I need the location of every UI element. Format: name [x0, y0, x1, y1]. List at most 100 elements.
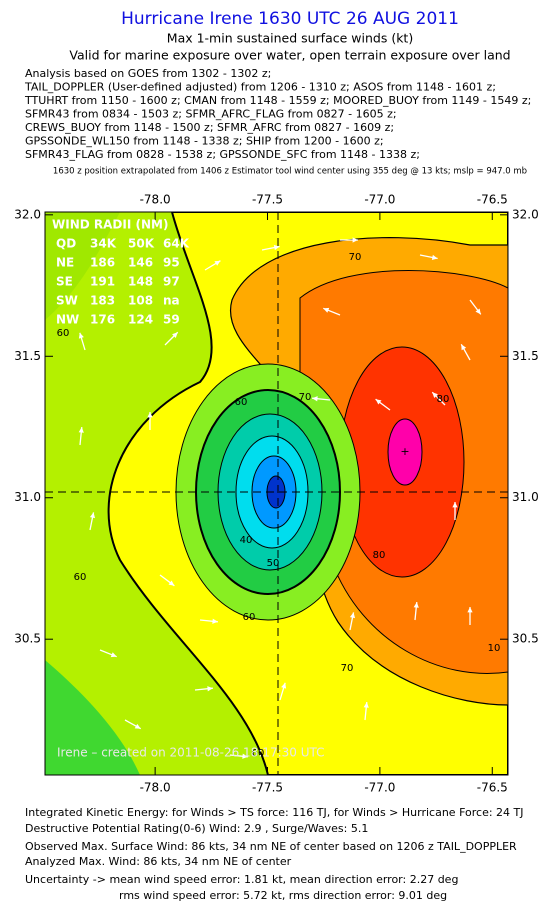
wind-radii-cell: 95: [163, 256, 180, 270]
wind-radii-cell: 97: [163, 275, 180, 289]
y-tick-label: 30.5: [512, 632, 539, 646]
wind-radii-title: WIND RADII (NM): [52, 218, 168, 232]
x-tick-label: -78.0: [140, 781, 171, 795]
center-mark: +: [400, 445, 409, 458]
wind-arrow-head: [242, 753, 248, 759]
wind-radii-cell: 59: [163, 313, 180, 327]
fill-region: [387, 418, 423, 486]
wind-radii-cell: 108: [128, 294, 153, 308]
wind-radii-cell: 186: [90, 256, 115, 270]
wind-arrow-head: [214, 260, 221, 266]
wind-arrow-head: [273, 244, 280, 251]
wind-radii-cell: 146: [128, 256, 153, 270]
wind-arrow-head: [375, 399, 382, 405]
wind-arrow-head: [134, 723, 141, 729]
wind-radii-cell: 183: [90, 294, 115, 308]
wind-radii-cell: 50K: [128, 237, 155, 251]
title: Hurricane Irene 1630 UTC 26 AUG 2011: [121, 9, 459, 29]
source-line: GPSSONDE_WL150 from 1148 - 1338 z; SHIP …: [25, 135, 384, 148]
wind-radii-cell: na: [163, 294, 180, 308]
wind-radii-cell: SW: [56, 294, 78, 308]
wind-arrow-head: [168, 580, 175, 586]
wind-arrow-head: [147, 412, 153, 418]
wind-arrow-head: [89, 512, 96, 519]
source-line: Analysis based on GOES from 1302 - 1302 …: [25, 67, 271, 80]
footer-line: Destructive Potential Rating(0-6) Wind: …: [25, 822, 368, 835]
wind-arrow-head: [78, 427, 84, 433]
contour-label: 60: [57, 328, 70, 339]
contour-label: 10: [488, 643, 501, 654]
x-tick-label: -78.0: [140, 193, 171, 207]
wind-radii-cell: 176: [90, 313, 115, 327]
fill-region: [45, 212, 120, 320]
wind-arrow-head: [349, 612, 356, 619]
x-tick-label: -77.0: [364, 781, 395, 795]
source-line: SFMR43_FLAG from 0828 - 1538 z; GPSSONDE…: [25, 148, 420, 161]
contour-label: 40: [240, 535, 253, 546]
wind-arrow-head: [207, 686, 213, 692]
contour-label: 50: [267, 558, 280, 569]
wind-arrow-head: [432, 392, 438, 398]
wind-arrow-head: [461, 344, 467, 351]
wind-radii-cell: 124: [128, 313, 153, 327]
x-tick-label: -76.5: [477, 781, 508, 795]
contour-label: 80: [437, 394, 450, 405]
y-tick-label: 32.0: [14, 207, 41, 221]
wind-arrow-head: [413, 602, 419, 608]
contour-label: 70: [299, 392, 312, 403]
wind-radii-cell: 34K: [90, 237, 117, 251]
wind-radii-cell: SE: [56, 275, 73, 289]
wind-radii-cell: NW: [56, 313, 79, 327]
wind-radii-cell: 148: [128, 275, 153, 289]
watermark: Irene – created on 2011-08-26 18:17:30 U…: [57, 746, 325, 760]
y-tick-label: 31.0: [14, 490, 41, 504]
wind-arrow-head: [110, 652, 117, 658]
wind-arrow-head: [78, 332, 84, 339]
footer-line: Analyzed Max. Wind: 86 kts, 34 nm NE of …: [25, 855, 292, 868]
validity: Valid for marine exposure over water, op…: [69, 48, 510, 63]
wind-arrow-head: [475, 308, 481, 315]
source-line: SFMR43 from 0834 - 1503 z; SFMR_AFRC_FLA…: [25, 108, 397, 121]
y-tick-label: 32.0: [512, 207, 539, 221]
wind-arrows: [78, 237, 482, 759]
y-tick-label: 31.5: [14, 349, 41, 363]
subtitle: Max 1-min sustained surface winds (kt): [167, 31, 413, 46]
contour-label: 70: [349, 252, 362, 263]
wind-arrow-head: [352, 237, 358, 243]
footer-line: rms wind speed error: 5.72 kt, rms direc…: [119, 889, 447, 902]
footer-line: Integrated Kinetic Energy: for Winds > T…: [25, 806, 524, 819]
x-tick-label: -77.0: [364, 193, 395, 207]
wind-radii-cell: 191: [90, 275, 115, 289]
x-tick-label: -77.5: [252, 781, 283, 795]
wind-arrow-head: [467, 607, 473, 613]
source-line: TAIL_DOPPLER (User-defined adjusted) fro…: [24, 81, 496, 94]
footer-line: Observed Max. Surface Wind: 86 kts, 34 n…: [25, 840, 517, 853]
contour-label: 80: [373, 550, 386, 561]
contour-field: [45, 212, 508, 775]
wind-arrow-head: [323, 307, 330, 313]
contour-label: 60: [235, 397, 248, 408]
wind-arrow-head: [212, 618, 218, 624]
wind-radii-cell: 64K: [163, 237, 190, 251]
wind-radii-cell: QD: [56, 237, 76, 251]
x-tick-label: -76.5: [477, 193, 508, 207]
note: 1630 z position extrapolated from 1406 z…: [53, 167, 527, 177]
contour-label: 60: [243, 612, 256, 623]
contour-label: 60: [252, 748, 265, 759]
footer-line: Uncertainty -> mean wind speed error: 1.…: [25, 873, 458, 886]
contour-label: 60: [74, 572, 87, 583]
y-tick-label: 30.5: [14, 632, 41, 646]
x-tick-label: -77.5: [252, 193, 283, 207]
source-line: TTUHRT from 1150 - 1600 z; CMAN from 114…: [24, 94, 531, 107]
y-tick-label: 31.0: [512, 490, 539, 504]
y-tick-label: 31.5: [512, 349, 539, 363]
source-line: CREWS_BUOY from 1148 - 1500 z; SFMR_AFRC…: [25, 121, 394, 134]
wind-arrow-head: [452, 502, 458, 508]
wind-radii-cell: NE: [56, 256, 74, 270]
wind-arrow-head: [312, 396, 318, 402]
fill-region: [45, 660, 140, 775]
contour-label: 70: [341, 663, 354, 674]
wind-arrow-head: [363, 702, 369, 708]
